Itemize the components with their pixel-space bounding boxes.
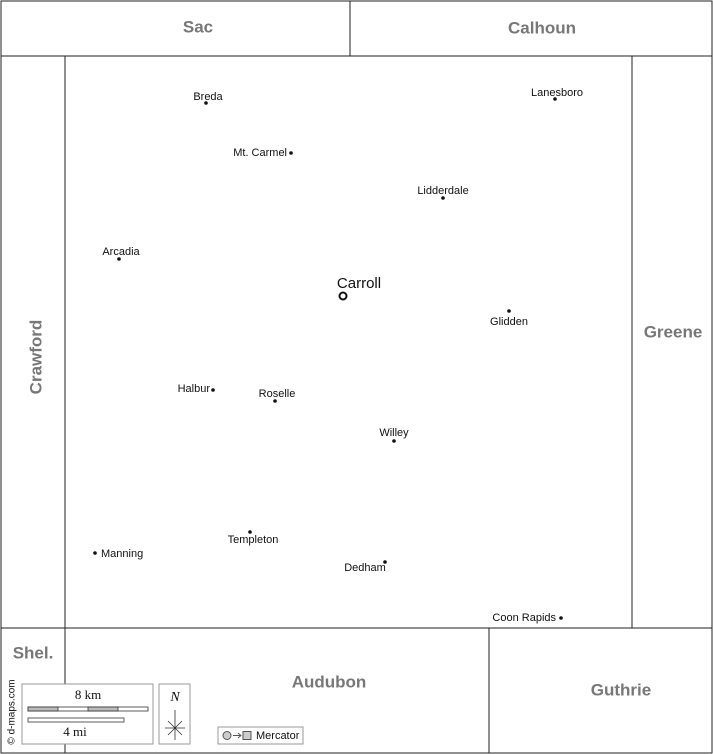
- compass: [165, 710, 185, 740]
- county-label: Crawford: [26, 320, 45, 395]
- town-label: Lanesboro: [531, 87, 583, 99]
- town-dot: [93, 551, 97, 555]
- town-label: Arcadia: [102, 246, 140, 258]
- town-label: Willey: [379, 427, 409, 439]
- town-label: Glidden: [490, 316, 528, 328]
- credit: © d-maps.com: [7, 679, 18, 744]
- projection-box: [217, 726, 304, 745]
- towns: Breda Lanesboro Mt. Carmel Lidderdale Arcadi…: [93, 87, 583, 624]
- county-label: Greene: [644, 322, 703, 341]
- county-label: Sac: [183, 17, 213, 36]
- county-label: Shel.: [13, 643, 54, 662]
- county-label: Calhoun: [508, 18, 576, 37]
- projection-label: Mercator: [256, 730, 300, 742]
- town-label: Mt. Carmel: [233, 147, 287, 159]
- town-dot: [559, 616, 563, 620]
- town-dot: [117, 257, 121, 261]
- scale-mi: 4 mi: [63, 724, 87, 739]
- projection: Mercator: [217, 726, 304, 745]
- town-dot: [273, 399, 277, 403]
- seat-marker: [338, 291, 348, 301]
- mi-bar: [27, 717, 125, 723]
- town-dot: [392, 439, 396, 443]
- map-icon: [242, 731, 252, 740]
- town-label: Templeton: [228, 534, 279, 546]
- scale-km: 8 km: [75, 687, 101, 702]
- town-label: Manning: [101, 548, 143, 560]
- town-dot: [289, 151, 293, 155]
- town-label: Breda: [193, 91, 223, 103]
- town-label: Halbur: [178, 383, 211, 395]
- km-bar-seg: [87, 706, 119, 712]
- town-dot: [383, 560, 387, 564]
- county-label: Guthrie: [591, 680, 651, 699]
- arrow-icon: [233, 732, 242, 739]
- town-dot: [441, 196, 445, 200]
- globe-icon: [222, 731, 232, 740]
- north-label: N: [169, 690, 180, 705]
- town-dot: [211, 388, 215, 392]
- north-arrow: N: [158, 683, 191, 745]
- town-dot: [204, 101, 208, 105]
- town-label: Dedham: [344, 562, 386, 574]
- scale-bar: 8 km 4 mi: [21, 683, 154, 745]
- scale-box: [21, 683, 154, 745]
- town-dot: [553, 97, 557, 101]
- county-label: Audubon: [292, 672, 367, 691]
- town-label: Lidderdale: [417, 185, 468, 197]
- seat-label: Carroll: [337, 275, 381, 292]
- north-box: [158, 683, 191, 745]
- town-label: Roselle: [259, 388, 296, 400]
- town-dot: [248, 530, 252, 534]
- town-dot: [507, 309, 511, 313]
- town-label: Coon Rapids: [492, 612, 556, 624]
- km-bar-seg: [27, 706, 59, 712]
